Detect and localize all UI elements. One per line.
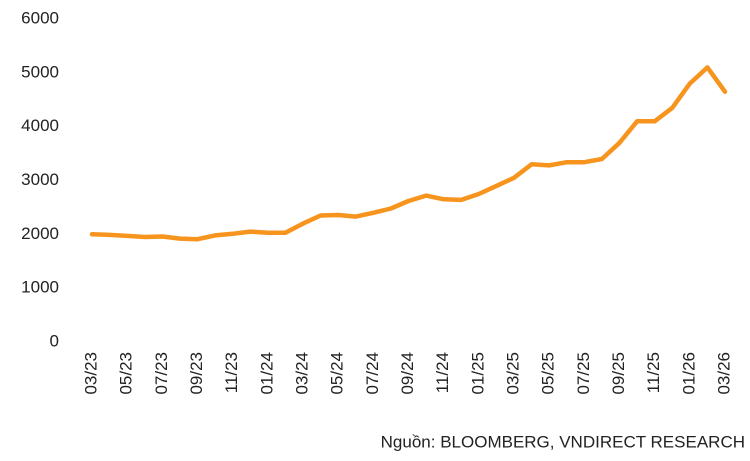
x-tick-label: 01/24 — [257, 352, 276, 395]
x-tick-label: 07/25 — [574, 352, 593, 395]
y-tick-label: 1000 — [21, 278, 59, 297]
x-tick-label: 11/24 — [433, 352, 452, 393]
source-note: Nguồn: BLOOMBERG, VNDIRECT RESEARCH — [381, 432, 745, 451]
x-tick-label: 09/24 — [398, 352, 417, 395]
x-tick-label: 09/25 — [609, 352, 628, 395]
x-tick-label: 03/24 — [292, 352, 311, 395]
x-tick-label: 03/26 — [714, 352, 733, 395]
line-series — [89, 65, 728, 242]
x-tick-label: 07/23 — [152, 352, 171, 395]
y-tick-label: 4000 — [21, 116, 59, 135]
x-tick-label: 07/24 — [363, 352, 382, 395]
x-tick-label: 03/23 — [81, 352, 100, 395]
x-tick-label: 01/25 — [468, 352, 487, 395]
x-tick-label: 01/26 — [679, 352, 698, 395]
y-tick-label: 0 — [50, 331, 59, 350]
x-tick-label: 11/25 — [644, 352, 663, 393]
x-tick-label: 05/23 — [117, 352, 136, 395]
x-tick-label: 05/24 — [328, 352, 347, 395]
y-tick-label: 2000 — [21, 224, 59, 243]
x-tick-label: 11/23 — [222, 352, 241, 393]
x-tick-label: 09/23 — [187, 352, 206, 395]
y-tick-label: 6000 — [21, 8, 59, 27]
y-tick-label: 3000 — [21, 170, 59, 189]
y-tick-label: 5000 — [21, 62, 59, 81]
x-tick-label: 03/25 — [503, 352, 522, 395]
x-tick-label: 05/25 — [539, 352, 558, 395]
